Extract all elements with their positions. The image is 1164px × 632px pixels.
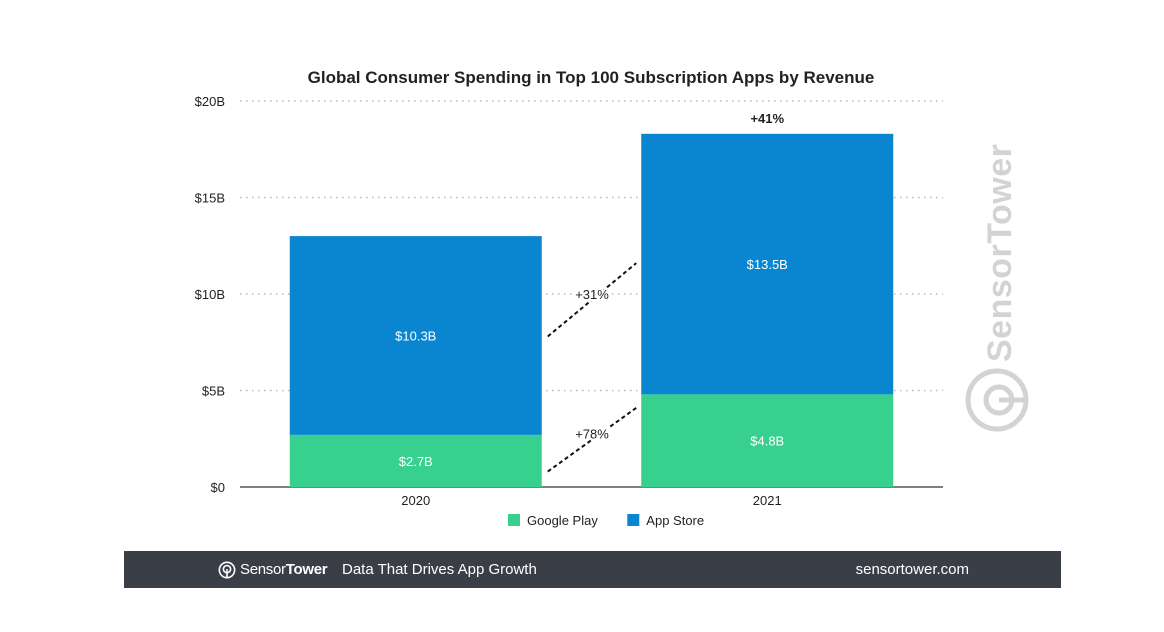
app-store-growth-connector <box>547 262 637 338</box>
bars: $2.7B $10.3B $4.8B $13.5B <box>289 133 894 487</box>
bar-segment <box>289 236 542 435</box>
bar-value-label: $13.5B <box>747 257 788 272</box>
y-tick-label: $5B <box>202 384 225 399</box>
legend-label: App Store <box>646 513 704 528</box>
chart-title: Global Consumer Spending in Top 100 Subs… <box>308 68 875 87</box>
growth-annotations: +41% +31% +78% <box>547 111 784 473</box>
footer-brand-bold: Tower <box>285 561 328 578</box>
x-tick-label: 2020 <box>401 493 430 508</box>
sensortower-logo-icon <box>965 368 1029 432</box>
legend-label: Google Play <box>527 513 598 528</box>
bar-segment <box>641 133 894 395</box>
footer-bar: SensorTower Data That Drives App Growth … <box>124 551 1061 588</box>
y-tick-label: $20B <box>195 94 225 109</box>
legend: Google Play App Store <box>508 513 704 528</box>
footer-brand-light: Sensor <box>240 561 286 578</box>
legend-swatch <box>508 514 520 526</box>
x-tick-label: 2021 <box>753 493 782 508</box>
legend-swatch <box>627 514 640 526</box>
watermark: SensorTower <box>965 144 1029 432</box>
bar-segment <box>641 394 894 487</box>
y-tick-label: $15B <box>195 191 225 206</box>
chart: Global Consumer Spending in Top 100 Subs… <box>195 68 1029 528</box>
total-growth-label: +41% <box>750 111 784 126</box>
watermark-text: SensorTower <box>981 144 1019 362</box>
app-store-growth-label: +31% <box>575 287 609 302</box>
bar-value-label: $2.7B <box>399 454 433 469</box>
footer-logo: SensorTower <box>218 551 328 588</box>
footer-tagline: Data That Drives App Growth <box>342 561 537 578</box>
footer-url[interactable]: sensortower.com <box>855 561 969 578</box>
y-tick-label: $10B <box>195 287 225 302</box>
footer-brand: SensorTower <box>240 561 328 578</box>
y-tick-label: $0 <box>211 480 225 495</box>
sensortower-logo-icon <box>218 561 236 578</box>
bar-segment <box>289 434 542 487</box>
bar-value-label: $10.3B <box>395 328 436 343</box>
x-axis: 2020 2021 <box>401 493 781 508</box>
bar-value-label: $4.8B <box>750 434 784 449</box>
google-play-growth-label: +78% <box>575 427 609 442</box>
